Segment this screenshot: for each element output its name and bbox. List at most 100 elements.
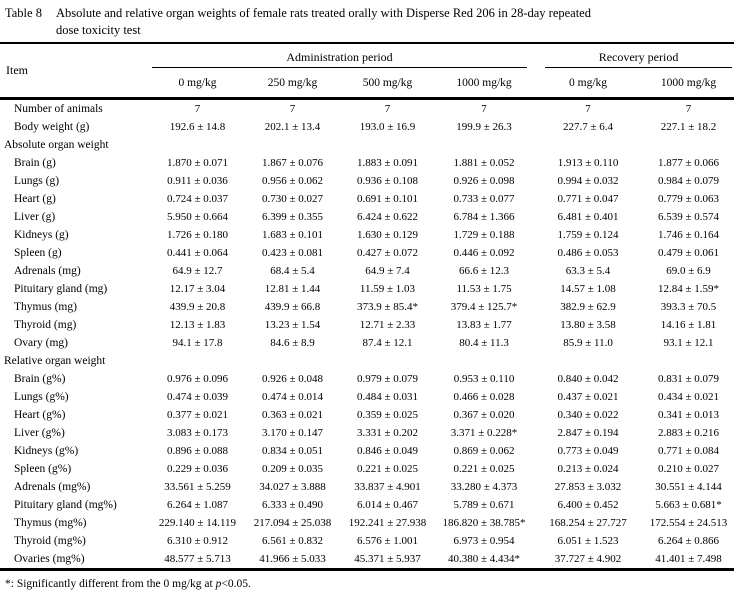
table-row: Thyroid (mg%) 6.310 ± 0.912 6.561 ± 0.832 6… (0, 532, 734, 550)
cell-value: 229.140 ± 14.119 (158, 517, 237, 529)
cell-value: 439.9 ± 66.8 (264, 301, 321, 313)
cell-value: 0.779 ± 0.063 (658, 193, 720, 205)
column-header-item: Item (6, 63, 28, 77)
cell-value: 12.17 ± 3.04 (169, 283, 226, 295)
cell-value: 2.883 ± 0.216 (658, 427, 720, 439)
cell-value: 0.427 ± 0.072 (356, 247, 419, 259)
cell-value: 41.966 ± 5.033 (259, 553, 326, 565)
cell-value: 0.846 ± 0.049 (356, 445, 419, 457)
row-label: Ovary (mg) (14, 337, 68, 349)
row-label: Lungs (g%) (14, 391, 69, 403)
cell-value: 0.733 ± 0.077 (453, 193, 515, 205)
cell-value: 1.630 ± 0.129 (356, 229, 419, 241)
cell-value: 0.340 ± 0.022 (557, 409, 619, 421)
cell-value: 11.53 ± 1.75 (456, 283, 512, 295)
cell-value: 373.9 ± 85.4* (356, 301, 419, 313)
cell-value: 6.400 ± 0.452 (557, 499, 619, 511)
table-row: Brain (g) 1.870 ± 0.071 1.867 ± 0.076 1.883… (0, 154, 734, 172)
table-row: Spleen (g%) 0.229 ± 0.036 0.209 ± 0.035 0.2… (0, 460, 734, 478)
dose-header-recovery-1000: 1000 mg/kg (660, 76, 717, 89)
row-label: Body weight (g) (14, 121, 90, 133)
table-row: Lungs (g%) 0.474 ± 0.039 0.474 ± 0.014 0.48… (0, 388, 734, 406)
column-group-recovery-period: Recovery period (533, 43, 734, 68)
cell-value: 6.310 ± 0.912 (166, 535, 229, 547)
table-row: Adrenals (mg%) 33.561 ± 5.259 34.027 ± 3.8… (0, 478, 734, 496)
cell-value: 0.773 ± 0.049 (557, 445, 619, 457)
dose-header-admin-500: 500 mg/kg (362, 76, 413, 89)
cell-value: 439.9 ± 20.8 (169, 301, 226, 313)
cell-value: 1.913 ± 0.110 (557, 157, 619, 169)
cell-value: 12.71 ± 2.33 (359, 319, 416, 331)
cell-value: 0.771 ± 0.047 (557, 193, 619, 205)
column-group-administration-period: Administration period (150, 43, 533, 68)
cell-value: 0.691 ± 0.101 (356, 193, 419, 205)
cell-value: 6.014 ± 0.467 (356, 499, 419, 511)
row-label: Lungs (g) (14, 175, 60, 187)
cell-value: 1.729 ± 0.188 (453, 229, 515, 241)
cell-value: 0.474 ± 0.014 (261, 391, 324, 403)
row-label: Pituitary gland (mg%) (14, 499, 117, 511)
cell-value: 33.837 ± 4.901 (354, 481, 421, 493)
table-row: Ovaries (mg%) 48.577 ± 5.713 41.966 ± 5.03… (0, 550, 734, 570)
cell-value: 0.896 ± 0.088 (166, 445, 229, 457)
cell-value: 93.1 ± 12.1 (663, 337, 714, 349)
cell-value: 1.759 ± 0.124 (557, 229, 619, 241)
cell-value: 40.380 ± 4.434* (447, 553, 521, 565)
cell-value: 48.577 ± 5.713 (164, 553, 231, 565)
cell-value: 27.853 ± 3.032 (554, 481, 622, 493)
dose-header-row: 0 mg/kg 250 mg/kg 500 mg/kg 1000 mg/kg 0… (0, 68, 734, 99)
recovery-period-label: Recovery period (545, 49, 733, 68)
cell-value: 30.551 ± 4.144 (655, 481, 722, 493)
footnote-prefix: *: Significantly different from the 0 mg… (5, 578, 216, 590)
cell-value: 0.209 ± 0.035 (261, 463, 324, 475)
cell-value: 192.6 ± 14.8 (169, 121, 226, 133)
cell-value: 0.363 ± 0.021 (261, 409, 324, 421)
row-label: Heart (g) (14, 193, 56, 205)
cell-value: 0.926 ± 0.048 (261, 373, 324, 385)
table-row: Thymus (mg%) 229.140 ± 14.119 217.094 ± 25… (0, 514, 734, 532)
cell-value: 0.229 ± 0.036 (166, 463, 229, 475)
row-label: Adrenals (mg%) (14, 481, 91, 493)
cell-value: 84.6 ± 8.9 (270, 337, 315, 349)
cell-value: 7 (289, 103, 296, 115)
cell-value: 7 (481, 103, 487, 115)
cell-value: 33.561 ± 5.259 (164, 481, 231, 493)
cell-value: 5.789 ± 0.671 (453, 499, 515, 511)
cell-value: 0.994 ± 0.032 (557, 175, 619, 187)
cell-value: 12.81 ± 1.44 (264, 283, 321, 295)
cell-value: 41.401 ± 7.498 (655, 553, 722, 565)
cell-value: 64.9 ± 7.4 (365, 265, 410, 277)
dose-header-admin-1000: 1000 mg/kg (456, 76, 512, 89)
row-label: Thyroid (mg%) (14, 535, 86, 547)
cell-value: 0.377 ± 0.021 (166, 409, 229, 421)
dose-header-recovery-0: 0 mg/kg (569, 76, 608, 89)
section-row: Relative organ weight (0, 352, 734, 370)
cell-value: 1.867 ± 0.076 (261, 157, 324, 169)
cell-value: 0.869 ± 0.062 (453, 445, 515, 457)
row-label: Heart (g%) (14, 409, 66, 421)
footnote-p-variable: p (215, 578, 222, 590)
table-row: Pituitary gland (mg%) 6.264 ± 1.087 6.333 … (0, 496, 734, 514)
cell-value: 0.831 ± 0.079 (658, 373, 720, 385)
cell-value: 13.23 ± 1.54 (264, 319, 321, 331)
table-row: Number of animals 7 7 7 7 7 7 (0, 99, 734, 119)
table-row: Kidneys (g) 1.726 ± 0.180 1.683 ± 0.101 1.6… (0, 226, 734, 244)
cell-value: 1.877 ± 0.066 (658, 157, 720, 169)
cell-value: 6.561 ± 0.832 (261, 535, 324, 547)
cell-value: 0.367 ± 0.020 (453, 409, 515, 421)
cell-value: 379.4 ± 125.7* (450, 301, 518, 313)
cell-value: 0.341 ± 0.013 (658, 409, 720, 421)
cell-value: 0.213 ± 0.024 (557, 463, 619, 475)
cell-value: 1.881 ± 0.052 (453, 157, 515, 169)
table-body: Number of animals 7 7 7 7 7 7 Body weight (g) 19… (0, 99, 734, 570)
cell-value: 2.847 ± 0.194 (557, 427, 619, 439)
dose-header-admin-250: 250 mg/kg (267, 76, 318, 89)
row-label: Kidneys (g%) (14, 445, 79, 457)
cell-value: 393.3 ± 70.5 (660, 301, 717, 313)
cell-value: 33.280 ± 4.373 (450, 481, 518, 493)
table-row: Pituitary gland (mg) 12.17 ± 3.04 12.81 ± … (0, 280, 734, 298)
cell-value: 0.936 ± 0.108 (356, 175, 419, 187)
cell-value: 193.0 ± 16.9 (359, 121, 416, 133)
cell-value: 7 (685, 103, 692, 115)
cell-value: 64.9 ± 12.7 (172, 265, 223, 277)
